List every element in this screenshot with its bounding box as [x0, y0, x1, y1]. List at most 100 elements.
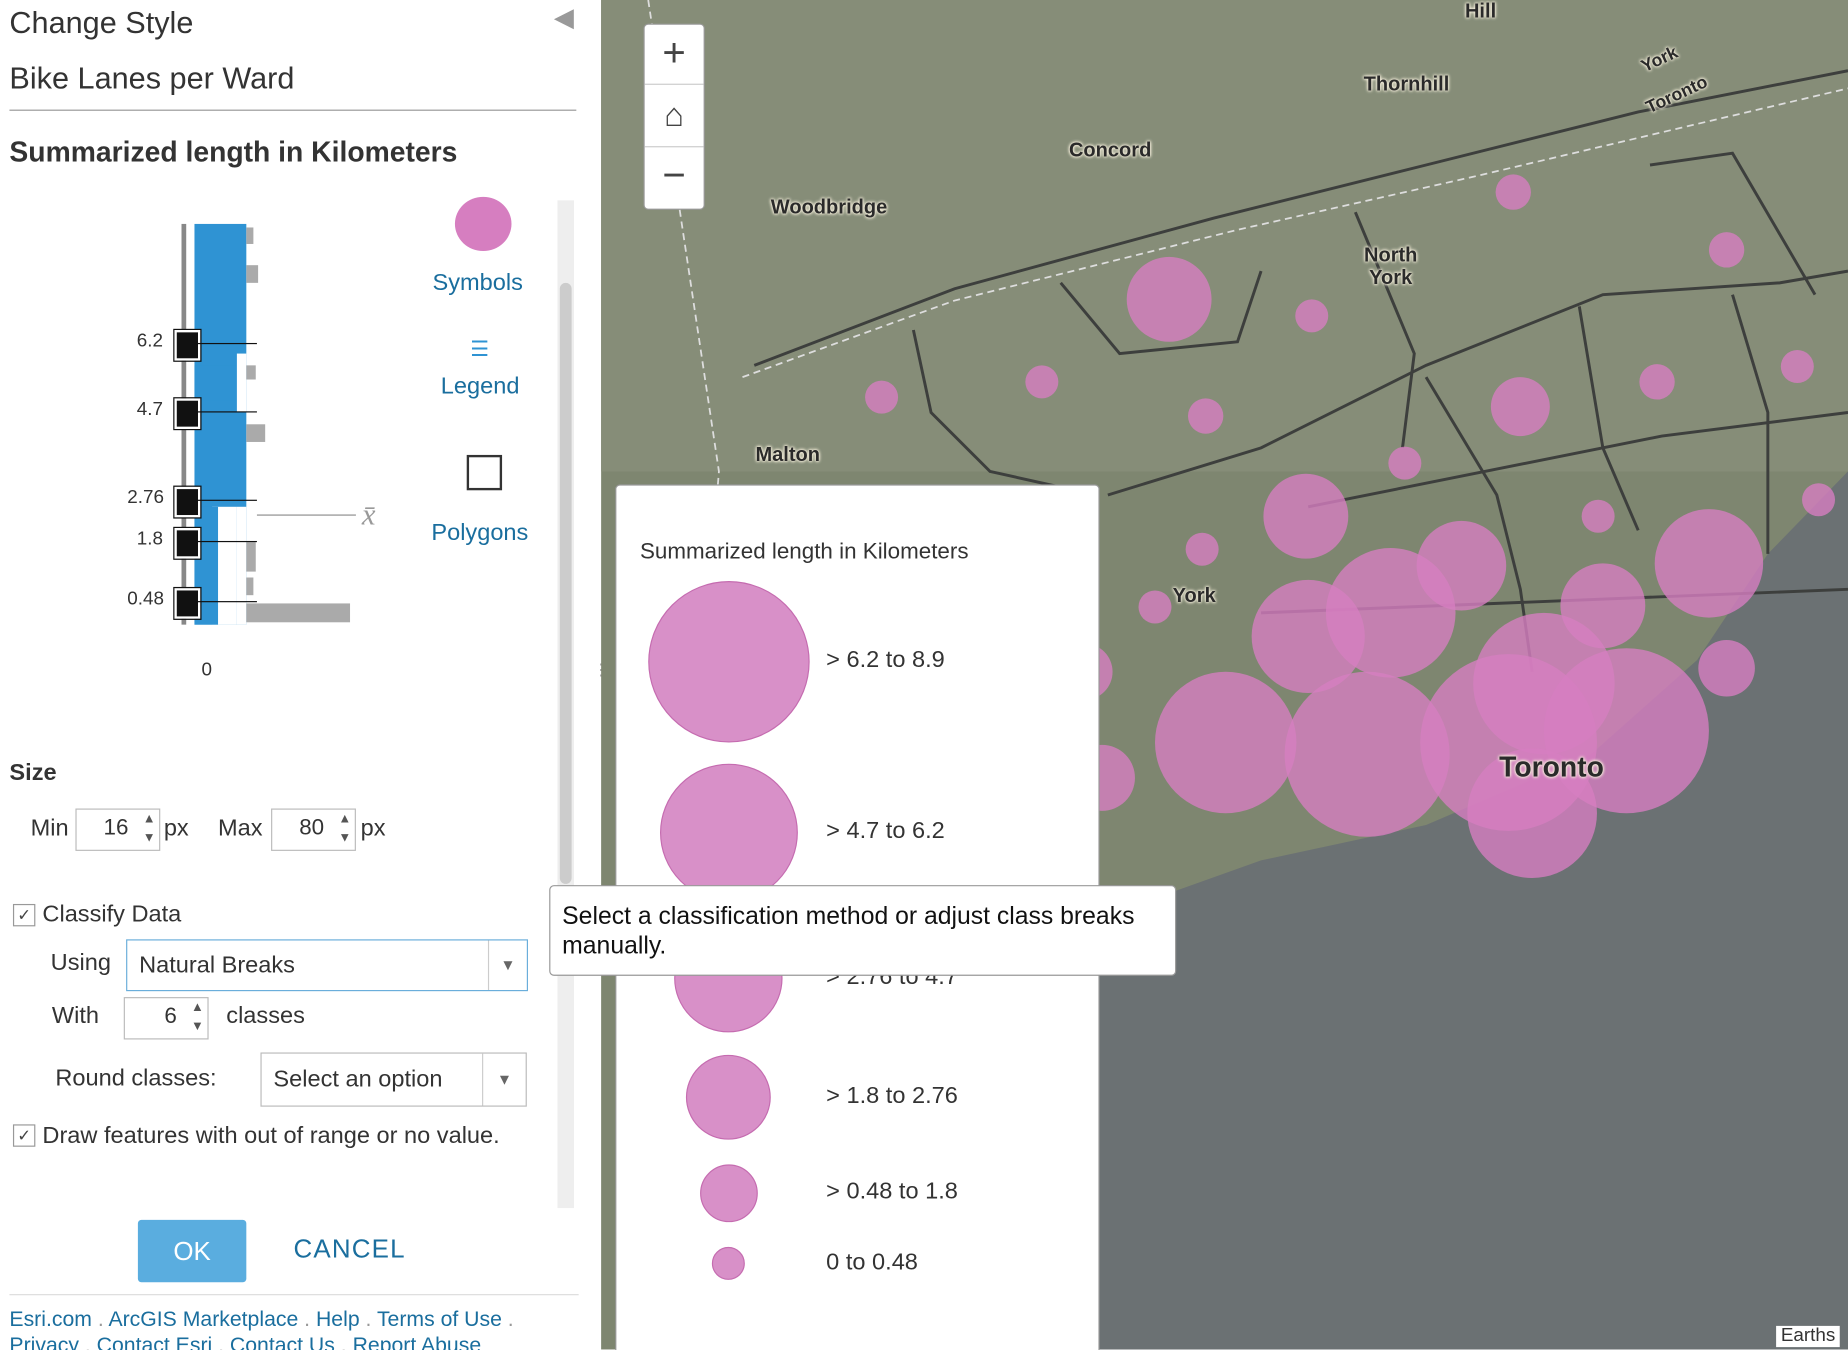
home[interactable]: ⌂: [644, 85, 704, 148]
dropdown[interactable]: Select an option ▼: [260, 1052, 527, 1107]
symbol-icon: [454, 196, 512, 252]
map-label: North York: [1363, 243, 1418, 289]
label: Round classes:: [55, 1065, 217, 1092]
tab[interactable]: Polygons: [431, 519, 529, 546]
label: Using: [50, 949, 111, 976]
label: Min: [30, 815, 69, 842]
value: Select an option: [273, 1066, 443, 1093]
label: Max: [218, 815, 263, 842]
break-label: 4.7: [136, 399, 163, 420]
polygon-icon: [466, 454, 503, 491]
map-feature[interactable]: [1154, 671, 1297, 814]
break-handle[interactable]: [173, 586, 202, 620]
map-feature[interactable]: [1490, 377, 1550, 437]
map-feature[interactable]: [1654, 509, 1764, 618]
legend-symbol: [711, 1246, 745, 1280]
separator: .: [78, 1332, 97, 1350]
map-feature[interactable]: [1263, 473, 1349, 559]
tab[interactable]: Symbols: [432, 269, 523, 296]
separator: .: [212, 1332, 230, 1350]
footer-link[interactable]: Terms of Use: [376, 1307, 502, 1331]
break-handle[interactable]: [173, 485, 202, 519]
break-line: [195, 411, 257, 413]
separator: .: [91, 1307, 109, 1331]
map-feature[interactable]: [865, 380, 899, 414]
map-feature[interactable]: [1295, 299, 1329, 333]
separator: .: [334, 1332, 353, 1350]
break-line: [195, 499, 257, 501]
break-handle[interactable]: [173, 328, 202, 362]
map-label: Woodbridge: [770, 195, 888, 219]
size-heading: Size: [9, 760, 57, 787]
legend-label: > 1.8 to 2.76: [826, 1083, 958, 1110]
map-feature[interactable]: [1708, 232, 1745, 268]
axis-zero: 0: [201, 659, 213, 681]
spinner[interactable]: 16 ▲ ▼: [75, 808, 161, 851]
zoom-out[interactable]: −: [662, 153, 686, 198]
spinner[interactable]: 80 ▲ ▼: [271, 808, 356, 851]
footer-link[interactable]: Help: [315, 1307, 360, 1331]
break-label: 0.48: [127, 589, 164, 610]
map-feature[interactable]: [1325, 548, 1456, 678]
map-label: Toronto: [1499, 751, 1604, 784]
break-handle[interactable]: [173, 526, 202, 560]
map-feature[interactable]: [1698, 639, 1755, 697]
map-feature[interactable]: [1802, 483, 1836, 517]
map-feature[interactable]: [1025, 365, 1059, 399]
ok-button[interactable]: OK: [137, 1219, 247, 1283]
break-handle[interactable]: [173, 397, 202, 431]
legend-symbol: [647, 580, 810, 742]
footer-link[interactable]: Report Abuse: [352, 1332, 482, 1350]
map-feature[interactable]: [1187, 398, 1224, 434]
collapse[interactable]: ◀: [553, 2, 574, 32]
legend-symbol: [699, 1163, 758, 1222]
attribute: Summarized length in Kilometers: [9, 136, 458, 169]
map-feature[interactable]: [1388, 446, 1422, 480]
unit: px: [163, 815, 189, 842]
dropdown[interactable]: Natural Breaks ▼: [126, 939, 528, 992]
footer-link[interactable]: Privacy: [9, 1332, 79, 1350]
footer-link[interactable]: Contact Us: [229, 1332, 335, 1350]
map-feature[interactable]: [1467, 748, 1597, 879]
footer: Esri.com . ArcGIS Marketplace . Help . T…: [9, 1306, 575, 1350]
label: Classify Data: [42, 901, 182, 928]
break-line: [195, 540, 257, 543]
map-feature[interactable]: [1495, 174, 1531, 210]
attribution: Earths: [1776, 1325, 1841, 1348]
map-label: Hill: [1464, 0, 1497, 23]
tooltip-text: Select a classification method or adjust…: [562, 902, 1135, 960]
separator: .: [298, 1307, 316, 1331]
break-label: 2.76: [127, 487, 164, 508]
label: Draw features with out of range or no va…: [42, 1123, 500, 1150]
map-feature[interactable]: [1185, 532, 1219, 566]
footer-link[interactable]: ArcGIS Marketplace: [108, 1307, 299, 1331]
break-label: 1.8: [136, 529, 163, 550]
footer-link[interactable]: Contact Esri: [96, 1332, 213, 1350]
zoom-in[interactable]: +: [644, 25, 704, 85]
break-line: [195, 601, 257, 603]
map-feature[interactable]: [1126, 256, 1212, 342]
checkbox[interactable]: ✓: [12, 1124, 36, 1147]
tab[interactable]: Legend: [440, 373, 520, 400]
map-feature[interactable]: [1138, 590, 1172, 624]
map-feature[interactable]: [1639, 364, 1675, 400]
separator: .: [501, 1307, 514, 1331]
checkbox[interactable]: ✓: [12, 903, 36, 927]
map-feature[interactable]: [1284, 671, 1450, 837]
map-feature[interactable]: [1581, 499, 1615, 533]
cancel-button[interactable]: CANCEL: [293, 1233, 406, 1264]
map-feature[interactable]: [1780, 350, 1814, 384]
mean-symbol: x̄: [361, 497, 376, 532]
map-feature[interactable]: [1543, 648, 1709, 814]
scrollbar[interactable]: [557, 200, 574, 1209]
break-label: 6.2: [136, 331, 163, 352]
spinner[interactable]: 6 ▲ ▼: [123, 997, 209, 1040]
footer-link[interactable]: Esri.com: [9, 1307, 92, 1331]
label: With: [51, 1002, 99, 1029]
value: 80: [299, 815, 325, 841]
legend-symbol: [685, 1054, 771, 1140]
value: 6: [164, 1004, 177, 1029]
separator: .: [359, 1307, 377, 1331]
legend-label: 0 to 0.48: [826, 1249, 918, 1276]
